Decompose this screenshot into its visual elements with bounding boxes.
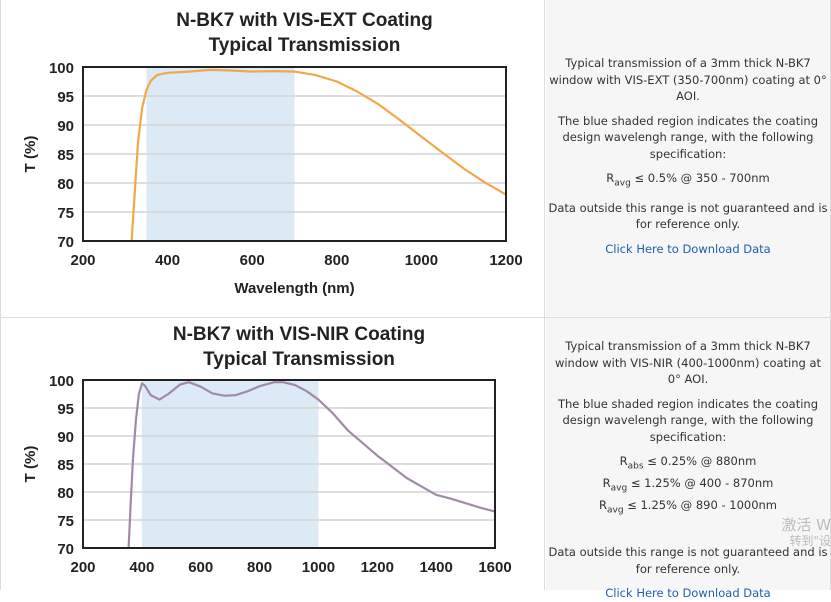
y-tick-label: 80 — [57, 176, 74, 193]
y-tick-label: 70 — [57, 541, 74, 558]
plot-frame — [82, 379, 496, 549]
transmission-chart-vis-nir: N-BK7 with VIS-NIR Coating Typical Transm… — [22, 324, 512, 576]
chart-subtitle: Typical Transmission — [209, 35, 401, 56]
x-tick-label: 1600 — [478, 559, 511, 576]
spec-value: ≤ 0.5% @ 350 - 700nm — [630, 171, 770, 185]
spec-value: ≤ 0.25% @ 880nm — [643, 454, 757, 468]
info-panel: Typical transmission of a 3mm thick N-BK… — [546, 0, 831, 317]
plot-frame — [82, 66, 507, 242]
x-tick-label: 600 — [240, 252, 265, 269]
disclaimer-text: Data outside this range is not guarantee… — [548, 545, 828, 576]
x-tick-label: 1200 — [489, 252, 522, 269]
description-text: Typical transmission of a 3mm thick N-BK… — [554, 339, 822, 386]
y-tick-label: 85 — [57, 457, 74, 474]
transmission-curve — [130, 68, 507, 242]
x-tick-label: 1000 — [302, 559, 335, 576]
watermark: 转到"设 — [789, 534, 831, 548]
spec-value: ≤ 1.25% @ 400 - 870nm — [627, 475, 774, 490]
product-row-vis-ext: N-BK7 with VIS-EXT Coating Typical Transm… — [0, 0, 831, 318]
spec-line: Ravg ≤ 1.25% @ 890 - 1000nm — [598, 497, 778, 515]
x-tick-label: 1000 — [405, 252, 438, 269]
spec-subscript: avg — [610, 483, 628, 494]
y-tick-label: 95 — [57, 401, 74, 418]
download-data-link[interactable]: Click Here to Download Data — [605, 586, 771, 601]
x-tick-label: 200 — [70, 559, 95, 576]
x-axis-label: Wavelength (nm) — [234, 280, 354, 297]
spec-symbol: R — [619, 454, 628, 468]
transmission-curve — [127, 381, 496, 549]
y-tick-label: 80 — [57, 485, 74, 502]
spec-subscript: abs — [627, 461, 644, 472]
spec-symbol: R — [606, 171, 615, 185]
x-tick-label: 400 — [129, 559, 154, 576]
x-tick-label: 1200 — [361, 559, 394, 576]
y-axis-label: T (%) — [22, 136, 39, 173]
product-row-vis-nir: N-BK7 with VIS-NIR Coating Typical Transm… — [0, 318, 831, 600]
x-tick-label: 400 — [155, 252, 180, 269]
chart-panel: N-BK7 with VIS-EXT Coating Typical Transm… — [0, 0, 545, 317]
spec-symbol: R — [598, 497, 607, 512]
spec-line: Ravg ≤ 1.25% @ 400 - 870nm — [602, 475, 774, 494]
spec-subscript: avg — [606, 504, 624, 515]
y-tick-label: 85 — [57, 147, 74, 164]
chart-title: N-BK7 with VIS-NIR Coating — [173, 324, 425, 345]
spec-symbol: R — [602, 475, 611, 490]
y-tick-label: 75 — [57, 513, 74, 530]
chart-subtitle: Typical Transmission — [203, 349, 395, 370]
x-tick-label: 800 — [247, 559, 272, 576]
y-tick-label: 100 — [49, 373, 74, 390]
y-tick-label: 70 — [57, 234, 74, 251]
chart-panel: N-BK7 with VIS-NIR Coating Typical Transm… — [0, 318, 545, 590]
y-tick-label: 100 — [49, 60, 74, 77]
x-tick-label: 1400 — [419, 559, 452, 576]
spec-value: ≤ 1.25% @ 890 - 1000nm — [623, 497, 778, 512]
spec-line: Ravg ≤ 0.5% @ 350 - 700nm — [606, 171, 770, 189]
y-tick-label: 90 — [57, 429, 74, 446]
x-tick-label: 800 — [324, 252, 349, 269]
info-panel: Typical transmission of a 3mm thick N-BK… — [546, 318, 831, 600]
spec-subscript: avg — [614, 178, 631, 189]
description-text: The blue shaded region indicates the coa… — [557, 396, 819, 444]
chart-title: N-BK7 with VIS-EXT Coating — [176, 10, 433, 31]
x-tick-label: 200 — [70, 252, 95, 269]
y-tick-label: 90 — [57, 118, 74, 135]
spec-list: Ravg ≤ 0.5% @ 350 - 700nm — [548, 170, 828, 192]
watermark: 激活 W — [781, 516, 831, 534]
x-tick-label: 600 — [188, 559, 213, 576]
spec-list: Rabs ≤ 0.25% @ 880nm Ravg ≤ 1.25% @ 400 -… — [548, 453, 828, 518]
y-axis-label: T (%) — [22, 446, 39, 483]
transmission-chart-vis-ext: N-BK7 with VIS-EXT Coating Typical Transm… — [22, 10, 523, 297]
description-text: The blue shaded region indicates the coa… — [557, 113, 819, 161]
y-tick-label: 75 — [57, 205, 74, 222]
disclaimer-text: Data outside this range is not guarantee… — [548, 200, 828, 232]
download-data-link[interactable]: Click Here to Download Data — [605, 241, 771, 256]
description-text: Typical transmission of a 3mm thick N-BK… — [549, 56, 827, 103]
y-tick-label: 95 — [57, 89, 74, 106]
spec-line: Rabs ≤ 0.25% @ 880nm — [619, 454, 757, 472]
